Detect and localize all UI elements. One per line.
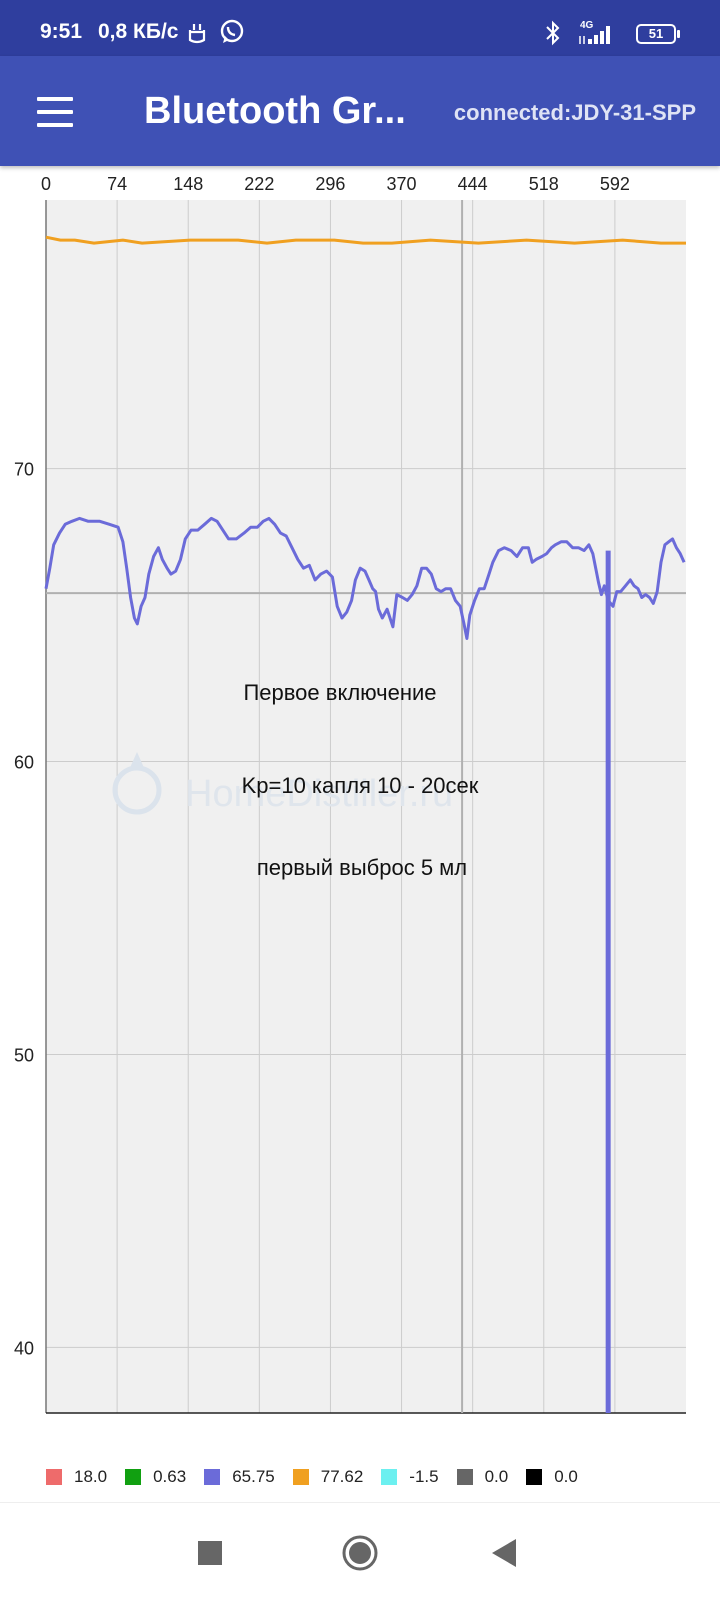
legend-value: 77.62 (320, 1467, 364, 1486)
legend: 18.0 0.63 65.75 77.62 -1.5 0.0 0.0 (46, 1462, 596, 1492)
status-speed: 0,8 КБ/с (98, 20, 179, 43)
signal-icon (579, 26, 610, 44)
annotation-text: Первое включение (243, 680, 436, 705)
legend-item: 0.63 (125, 1467, 186, 1487)
legend-swatch (46, 1469, 62, 1485)
y-tick-label: 70 (14, 460, 34, 480)
y-tick-label: 50 (14, 1045, 34, 1065)
recents-button[interactable] (182, 1525, 238, 1581)
bluetooth-icon (546, 20, 560, 46)
watermark-drop-icon (129, 752, 145, 770)
legend-value: 65.75 (232, 1467, 275, 1486)
legend-value: 0.0 (484, 1467, 509, 1486)
legend-item: 77.62 (292, 1467, 364, 1487)
legend-item: 0.0 (526, 1467, 578, 1487)
legend-value: 18.0 (74, 1467, 108, 1486)
watermark-text: HomeDistiller.ru (185, 773, 453, 815)
x-tick-label: 296 (315, 174, 345, 194)
legend-item: 0.0 (456, 1467, 509, 1487)
x-tick-label: 592 (600, 174, 630, 194)
line-chart[interactable]: 0 74 148 222 296 370 444 518 592 40 50 60 70 HomeDis… (0, 170, 720, 1450)
annotation-text: Kp=10 капля 10 - 20сек (242, 773, 479, 798)
back-button[interactable] (478, 1525, 534, 1581)
legend-value: 0.0 (554, 1467, 578, 1486)
gesture-icon (188, 24, 206, 44)
x-tick-label: 0 (41, 174, 51, 194)
app-bar: Bluetooth Gr... connected:JDY-31-SPP (0, 56, 720, 166)
x-tick-label: 370 (387, 174, 417, 194)
x-tick-label: 148 (173, 174, 203, 194)
battery-tip (677, 30, 680, 38)
legend-swatch (381, 1469, 398, 1485)
x-tick-label: 518 (529, 174, 559, 194)
series-line-3 (45, 235, 686, 245)
navigation-bar (0, 1502, 720, 1601)
x-tick-label: 74 (107, 174, 127, 194)
legend-swatch (292, 1469, 309, 1485)
battery-level: 51 (648, 26, 664, 41)
series-line-2 (44, 516, 686, 640)
x-tick-label: 444 (458, 174, 488, 194)
legend-item: -1.5 (381, 1467, 439, 1487)
x-tick-label: 222 (244, 174, 274, 194)
network-type: 4G (580, 20, 594, 31)
legend-value: 0.63 (153, 1467, 187, 1486)
legend-item: 65.75 (204, 1467, 275, 1487)
legend-value: -1.5 (409, 1467, 439, 1486)
whatsapp-icon (220, 19, 244, 43)
menu-icon[interactable] (24, 82, 84, 142)
legend-swatch (204, 1469, 221, 1485)
legend-swatch (456, 1469, 473, 1485)
legend-swatch (125, 1469, 142, 1485)
y-tick-label: 60 (14, 753, 34, 773)
battery-icon: 51 (636, 24, 676, 44)
status-bar: 9:51 0,8 КБ/с 4G 51 (0, 0, 720, 56)
annotation-text: первый выброс 5 мл (257, 855, 467, 880)
legend-item: 18.0 (46, 1467, 107, 1487)
home-button[interactable] (332, 1525, 388, 1581)
connection-status: connected:JDY-31-SPP (453, 100, 696, 125)
y-tick-label: 40 (14, 1338, 34, 1358)
legend-swatch (526, 1469, 543, 1485)
chart-area[interactable]: 0 74 148 222 296 370 444 518 592 40 50 60 70 HomeDis… (0, 170, 720, 1450)
status-time: 9:51 (40, 20, 83, 43)
app-title: Bluetooth Gr... (144, 90, 406, 132)
